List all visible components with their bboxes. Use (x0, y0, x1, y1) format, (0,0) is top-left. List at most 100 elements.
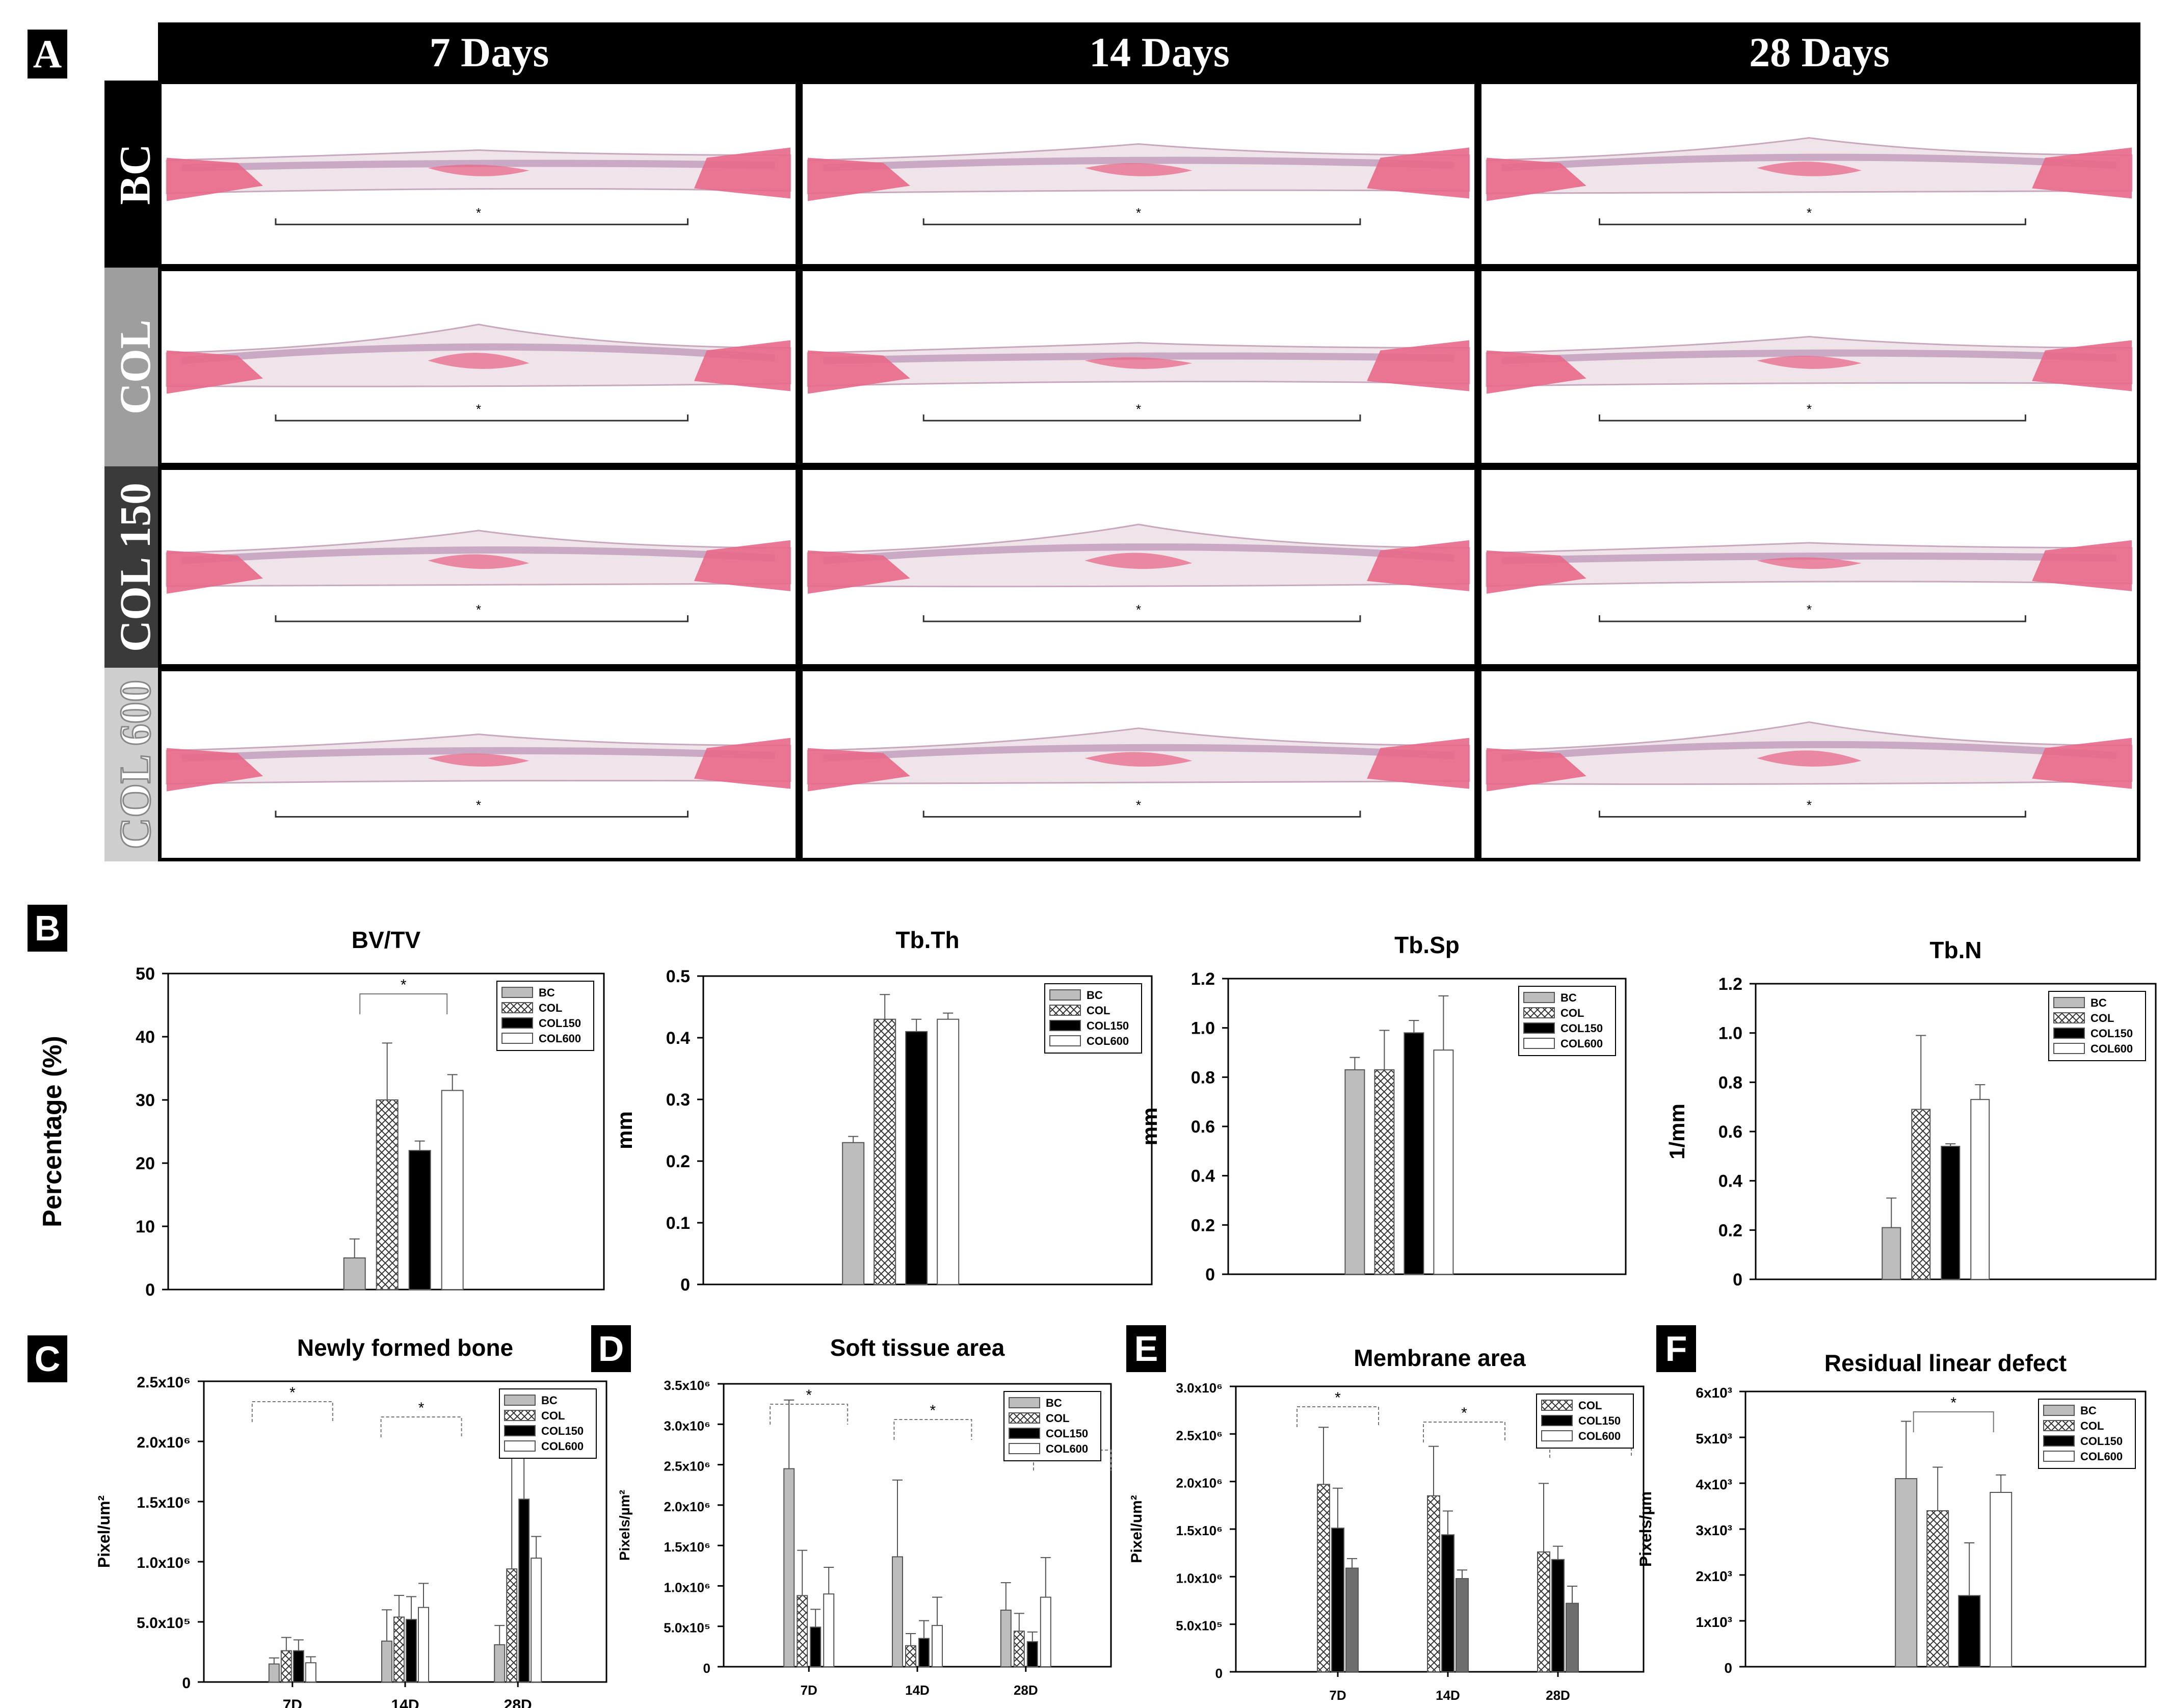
significance-marker: * (1054, 1417, 1060, 1434)
x-tick-label: 28D (1546, 1688, 1570, 1703)
bone-region (1757, 356, 1862, 369)
bone-region (167, 157, 263, 201)
significance-bracket (1549, 1437, 1632, 1458)
bar-col600 (823, 1593, 835, 1667)
chart-soft: D Soft tissue area 0 5.0x10⁵ 1.0x10⁶ 1.5x10⁶ 2… (591, 1325, 1112, 1698)
membrane-layer (181, 160, 776, 172)
defect-marker: * (476, 401, 481, 416)
chart-title: Tb.N (1929, 937, 1981, 963)
legend-swatch-bc (2043, 1405, 2075, 1416)
bone-region (694, 738, 790, 789)
y-tick-label: 20 (136, 1154, 155, 1173)
histology-section: * (1486, 540, 2133, 622)
y-tick-label: 50 (136, 964, 155, 984)
legend-swatch-col600 (2043, 1451, 2075, 1462)
membrane-layer (823, 156, 1454, 172)
legend-label: COL600 (1087, 1035, 1129, 1047)
panel-letter-box (28, 905, 67, 952)
defect-marker: * (1807, 401, 1812, 416)
bone-region (808, 157, 910, 201)
significance-bracket (1033, 1450, 1112, 1470)
panel-letter-box (591, 1325, 631, 1372)
defect-marker: * (1136, 602, 1141, 617)
legend-label: COL150 (1087, 1019, 1129, 1032)
bar-col600 (1970, 1099, 1990, 1280)
defect-bracket (922, 810, 1361, 818)
chart-title: Residual linear defect (1824, 1350, 2067, 1376)
legend-label: COL (1046, 1412, 1069, 1425)
bone-region (1084, 163, 1193, 176)
y-tick-label: 0.2 (1718, 1221, 1742, 1240)
bar-col (797, 1595, 808, 1667)
legend-swatch-col600 (504, 1440, 536, 1452)
significance-marker: * (1069, 1433, 1075, 1450)
legend-swatch-col150 (1009, 1428, 1040, 1439)
bar-col (280, 1650, 292, 1683)
legend-swatch-col600 (1049, 1035, 1081, 1046)
membrane-layer (181, 546, 776, 564)
legend-label: BC (541, 1394, 558, 1407)
plot-frame (203, 1380, 607, 1683)
significance-marker: * (1950, 1395, 1956, 1411)
membrane-layer (823, 744, 1454, 762)
legend-swatch-col (1049, 1005, 1081, 1016)
x-tick-label: 28D (1014, 1683, 1038, 1698)
plot-frame (702, 975, 1153, 1285)
x-tick-label: 28D (504, 1697, 532, 1708)
defect-bracket (922, 414, 1361, 422)
histology-section: * (1486, 335, 2133, 422)
significance-marker: * (401, 977, 407, 993)
histology-cell-r4-c2: * (799, 668, 1478, 861)
y-tick-label: 0 (680, 1275, 690, 1295)
bone-region (1487, 157, 1586, 201)
legend-label: COL (2090, 1012, 2114, 1024)
defect-marker: * (1807, 602, 1812, 617)
bar-col600 (1456, 1578, 1469, 1672)
legend-label: COL600 (2090, 1042, 2133, 1055)
bone-region (428, 554, 530, 569)
significance-marker: * (930, 1402, 936, 1419)
panel-letter-box (1656, 1325, 1696, 1372)
legend-label: BC (2090, 996, 2107, 1009)
plot-frame (1227, 978, 1627, 1275)
bar-bc (1895, 1478, 1918, 1667)
significance-marker: * (289, 1384, 296, 1401)
legend-label: COL150 (1578, 1414, 1621, 1427)
y-tick-label: 0 (1205, 1265, 1215, 1284)
bar-col600 (1566, 1602, 1579, 1673)
bone-region (1367, 147, 1469, 199)
chart-title: Tb.Sp (1394, 932, 1460, 958)
defect-marker: * (1807, 797, 1812, 812)
significance-bracket (1017, 1434, 1096, 1455)
y-tick-label: 0.8 (1191, 1068, 1215, 1087)
x-tick-label: 7D (1329, 1688, 1346, 1703)
bone-region (1084, 553, 1193, 569)
legend-swatch-col150 (2043, 1435, 2075, 1447)
y-tick-label: 0.1 (666, 1214, 690, 1233)
bone-region (2032, 738, 2132, 789)
row-label-col-600: COL 600 (104, 668, 166, 861)
bar-col150 (1331, 1528, 1344, 1672)
defect-marker: * (1136, 205, 1141, 220)
legend-swatch-col (501, 1002, 533, 1013)
bar-col150 (1958, 1595, 1981, 1667)
y-tick-label: 0.2 (1191, 1216, 1215, 1235)
legend-label: COL600 (541, 1440, 584, 1453)
bar-bc (494, 1644, 506, 1683)
bar-col (506, 1568, 518, 1683)
y-tick-label: 30 (136, 1091, 155, 1110)
legend-box (2048, 991, 2146, 1061)
defect-bracket (275, 218, 689, 225)
y-tick-label: 1x10³ (1696, 1614, 1732, 1630)
panel-letter-e: E (1134, 1329, 1158, 1369)
y-tick-label: 0 (1215, 1666, 1223, 1681)
chart-residual: F Residual linear defect 0 1x10³ 2x10³ 3x10³ 4… (1636, 1325, 2147, 1676)
legend-swatch-col (1541, 1400, 1573, 1411)
y-tick-label: 3x10³ (1696, 1522, 1732, 1538)
bone-region (694, 340, 790, 391)
membrane-layer (1501, 349, 2117, 364)
histology-section: * (166, 530, 791, 622)
legend-box (1518, 986, 1616, 1056)
bar-bc (1344, 1069, 1365, 1275)
histology-cell-r2-c3: * (1478, 268, 2140, 466)
